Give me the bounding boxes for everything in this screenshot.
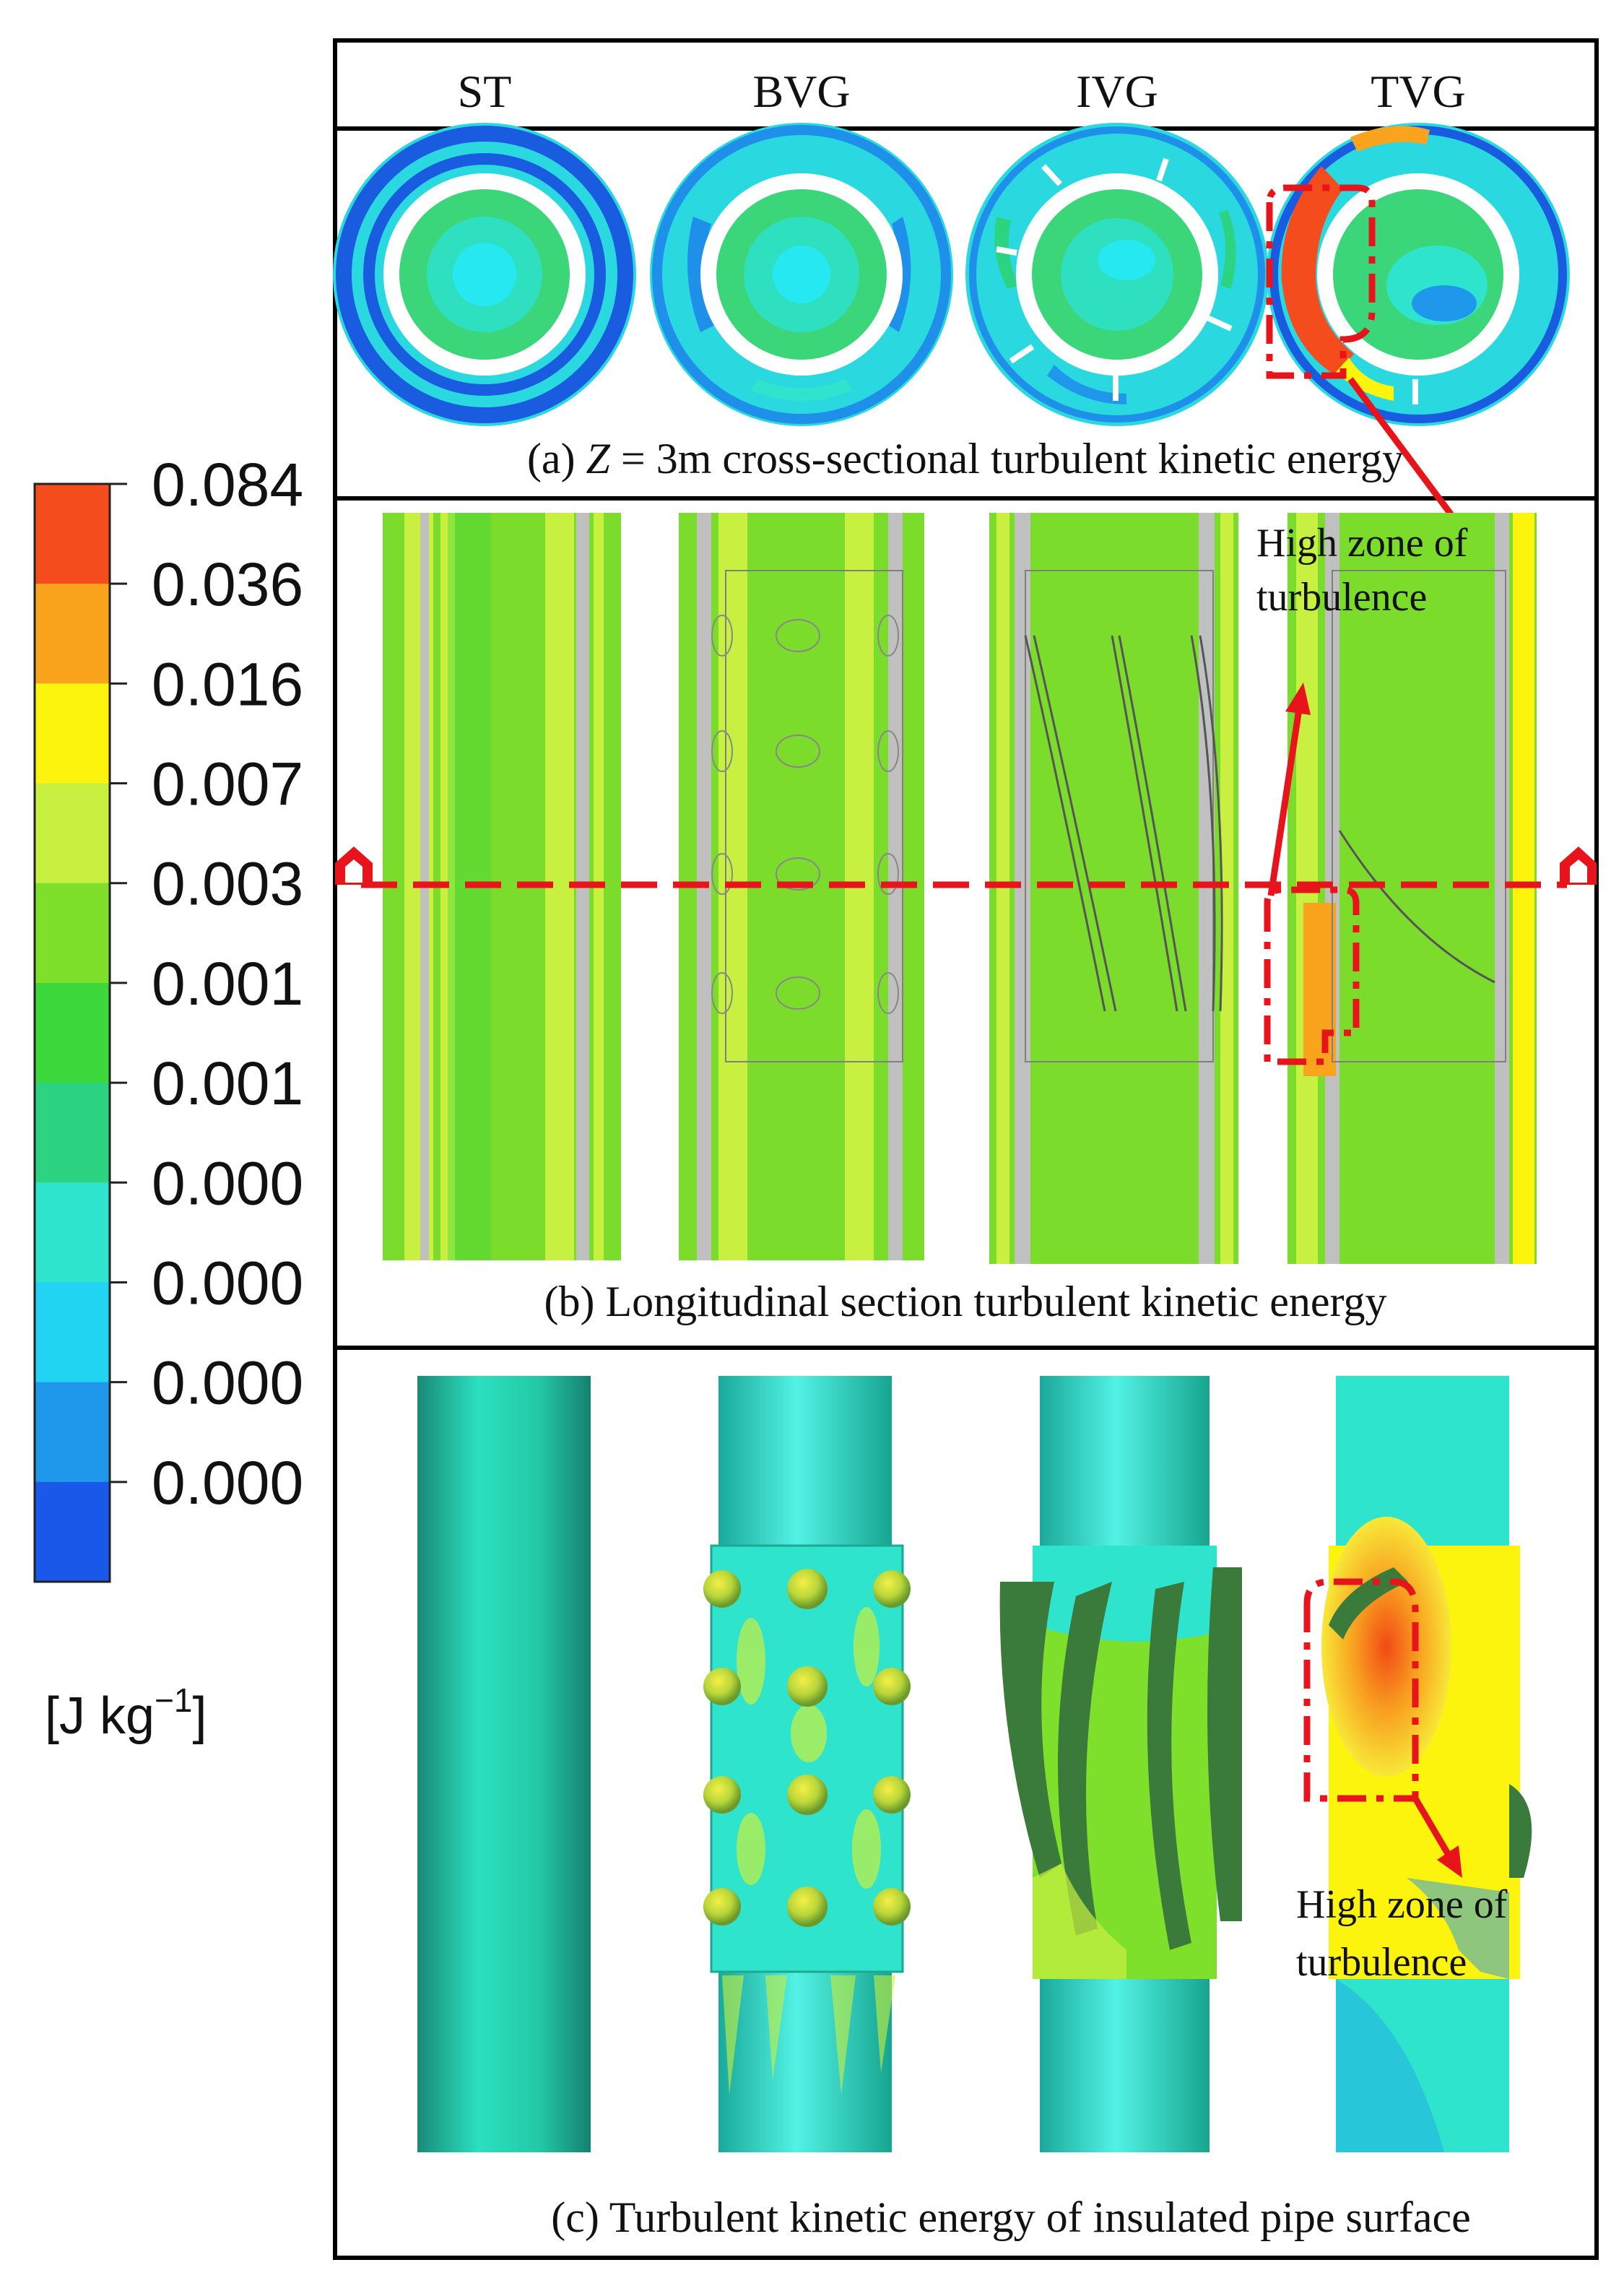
figure-frame — [333, 38, 1599, 2260]
legend-swatch — [35, 1481, 110, 1582]
annotation-c-line2: turbulence — [1296, 1940, 1467, 1985]
cross-section-bvg — [650, 123, 953, 426]
legend-tick-label: 0.007 — [152, 750, 303, 818]
panel-b: High zone of turbulence (b) Longitudinal… — [335, 513, 1597, 1325]
annotation-b-line1: High zone of — [1256, 521, 1468, 566]
legend-tick-label: 0.000 — [152, 1349, 303, 1417]
annotation-c-line1: High zone of — [1296, 1882, 1508, 1927]
legend-swatch — [35, 883, 110, 984]
legend-swatch — [35, 1382, 110, 1483]
arrow-c-down — [1412, 1796, 1462, 1878]
legend-swatch — [35, 982, 110, 1083]
caption-c: (c) Turbulent kinetic energy of insulate… — [551, 2193, 1471, 2241]
legend-swatch — [35, 1083, 110, 1183]
legend-tick-label: 0.001 — [152, 1049, 303, 1117]
legend-tick-label: 0.000 — [152, 1249, 303, 1317]
legend-tick-label: 0.084 — [152, 451, 303, 519]
legend-tick-label: 0.000 — [152, 1449, 303, 1517]
legend-swatches — [33, 482, 111, 1583]
legend-swatch — [35, 683, 110, 784]
pipe-tvg: High zone of turbulence — [1296, 1376, 1532, 2152]
arrow-b-up — [1267, 683, 1311, 896]
cross-section-tvg — [1266, 123, 1570, 426]
legend-tick-label: 0.003 — [152, 850, 303, 918]
legend-swatch — [35, 484, 110, 584]
long-section-tvg: High zone of turbulence — [1256, 513, 1537, 1264]
legend-swatch — [35, 584, 110, 684]
color-legend: 0.084 0.036 0.016 0.007 0.003 0.001 0.001 0.000… — [33, 451, 303, 1745]
cross-section-st — [333, 123, 636, 426]
caption-a: (a) Z = 3m cross-sectional turbulent kin… — [527, 435, 1404, 482]
legend-frame — [33, 482, 111, 1583]
section-cut-line — [335, 846, 1597, 888]
long-section-ivg — [989, 513, 1238, 1264]
legend-tick-label: 0.036 — [152, 550, 303, 618]
legend-tick-label: 0.016 — [152, 650, 303, 718]
legend-tick-label: 0.000 — [152, 1149, 303, 1217]
header-tvg: TVG — [1371, 66, 1466, 117]
pipe-ivg — [999, 1376, 1242, 2152]
annotation-b-line2: turbulence — [1256, 575, 1427, 620]
legend-swatch — [35, 1282, 110, 1383]
panel-a: (a) Z = 3m cross-sectional turbulent kin… — [333, 123, 1570, 567]
legend-swatch — [35, 1182, 110, 1283]
pipe-st — [417, 1376, 591, 2152]
legend-swatch — [35, 783, 110, 884]
legend-unit: [J kg−1] — [45, 1681, 207, 1745]
cross-section-ivg — [965, 123, 1269, 426]
header-ivg: IVG — [1076, 66, 1158, 117]
panel-c: High zone of turbulence (c) Turbulent ki… — [417, 1376, 1532, 2241]
column-headers: ST BVG IVG TVG — [458, 66, 1466, 117]
header-st: ST — [458, 66, 512, 117]
legend-tick-label: 0.001 — [152, 950, 303, 1018]
caption-b: (b) Longitudinal section turbulent kinet… — [544, 1278, 1387, 1325]
pipe-bvg — [703, 1376, 911, 2152]
header-bvg: BVG — [752, 66, 850, 117]
legend-tick-labels: 0.084 0.036 0.016 0.007 0.003 0.001 0.001 0.000… — [110, 451, 303, 1517]
